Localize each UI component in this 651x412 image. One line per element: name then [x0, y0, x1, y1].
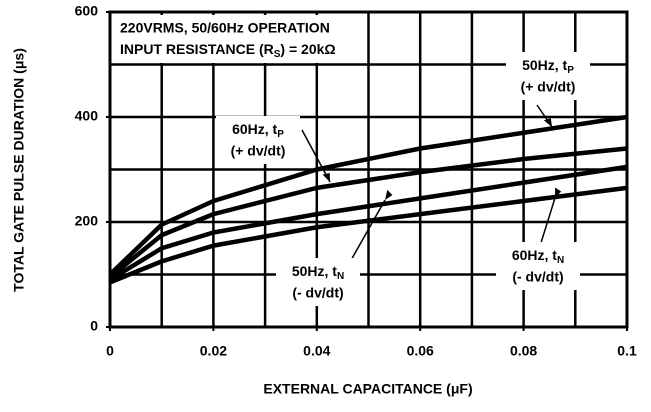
y-axis-label: TOTAL GATE PULSE DURATION (μs): [11, 48, 27, 292]
x-tick-label: 0.1: [617, 343, 637, 359]
series-label: 60Hz, tP: [232, 121, 284, 140]
arrow-head: [543, 118, 552, 127]
series-name: 50Hz, t: [522, 57, 567, 73]
y-tick-label: 0: [90, 318, 98, 334]
arrow-head: [322, 173, 330, 182]
series-line: [109, 185, 628, 285]
series-line: [108, 114, 628, 277]
x-tick-label: 0.06: [407, 343, 434, 359]
x-axis-label: EXTERNAL CAPACITANCE (μF): [263, 381, 472, 397]
callout-arrow: [301, 129, 331, 183]
callout-box: [506, 52, 590, 100]
x-tick-label: 0.04: [303, 343, 330, 359]
series-label: 50Hz, tN: [292, 263, 344, 282]
series-note: (+ dv/dt): [231, 143, 286, 159]
y-tick-label: 200: [75, 213, 99, 229]
series-sub: P: [277, 129, 284, 140]
header-box: [113, 15, 359, 63]
series-name: 60Hz, t: [512, 247, 557, 263]
series-note: (- dv/dt): [512, 269, 563, 285]
series-line: [108, 146, 628, 279]
header-text: ) = 20kΩ: [280, 41, 335, 57]
callout-box: [496, 242, 580, 290]
header-line: 220VRMS, 50/60Hz OPERATION: [120, 20, 330, 36]
y-tick-label: 600: [75, 3, 99, 19]
series-note: (- dv/dt): [292, 285, 343, 301]
series-sub: N: [557, 255, 564, 266]
arrow-head: [555, 187, 562, 198]
x-tick-label: 0.08: [510, 343, 537, 359]
series-label: 60Hz, tN: [512, 247, 564, 266]
series-note: (+ dv/dt): [521, 79, 576, 95]
series-sub: P: [567, 65, 574, 76]
series-line: [108, 164, 628, 282]
callout-box: [276, 258, 360, 306]
callout-arrow: [539, 197, 556, 247]
x-tick-label: 0: [106, 343, 114, 359]
series-label: 50Hz, tP: [522, 57, 574, 76]
header-sub: S: [274, 49, 281, 60]
arrow-head: [385, 189, 393, 200]
callout-arrow: [349, 199, 386, 263]
y-tick-label: 400: [75, 108, 99, 124]
header-text: INPUT RESISTANCE (R: [120, 41, 274, 57]
header-line: INPUT RESISTANCE (RS) = 20kΩ: [120, 41, 336, 60]
series-sub: N: [337, 271, 344, 282]
series-name: 50Hz, t: [292, 263, 337, 279]
series-name: 60Hz, t: [232, 121, 277, 137]
plot-frame: [108, 10, 629, 329]
callout-box: [216, 116, 300, 164]
x-tick-label: 0.02: [200, 343, 227, 359]
